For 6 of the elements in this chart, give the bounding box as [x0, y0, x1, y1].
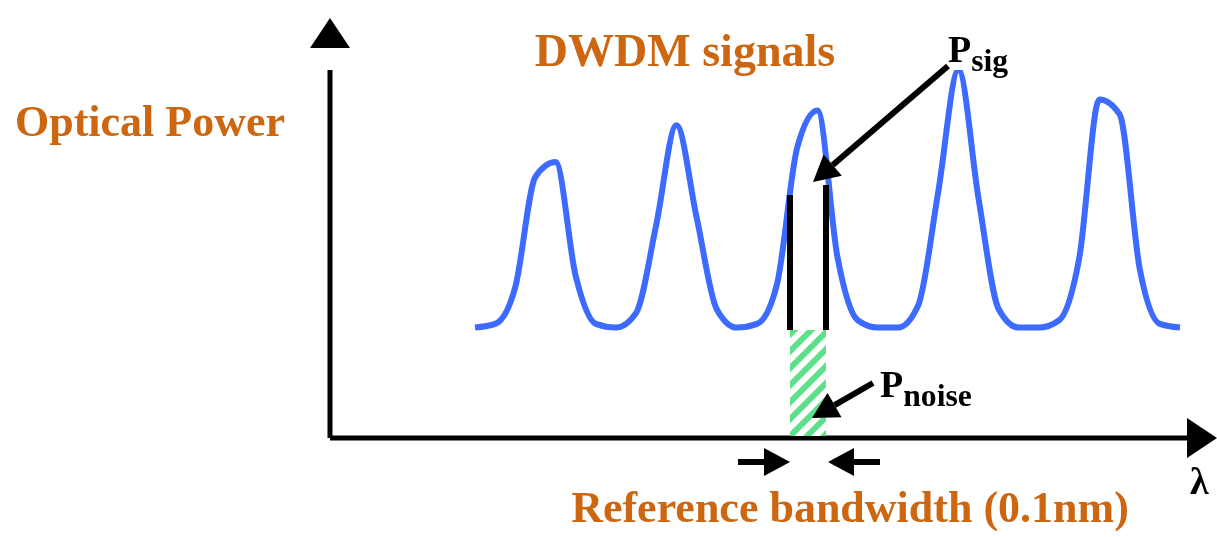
- chart-title: DWDM signals: [534, 25, 836, 76]
- x-axis-title: λ: [1190, 460, 1209, 502]
- annotation: P$_{noise}$: [880, 363, 972, 413]
- annotation: P$_{sig}$: [948, 28, 1009, 78]
- text: Reference bandwidth (0.1nm): [571, 483, 1129, 532]
- y-axis-title: Optical Power: [15, 97, 286, 146]
